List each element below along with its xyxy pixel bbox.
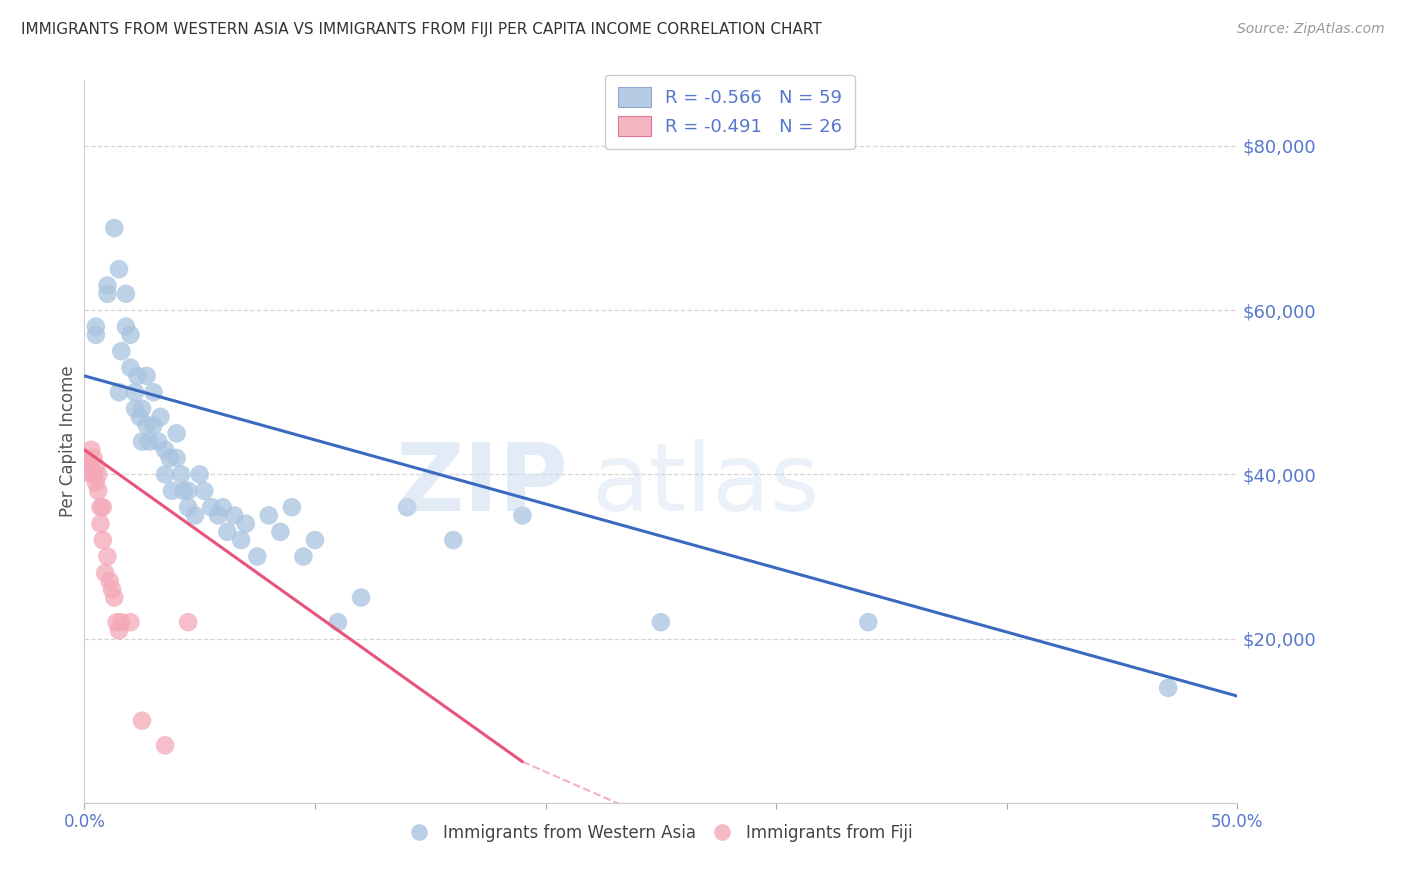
Point (96, 286, 118, 301)
Point (91, 500, 114, 515)
Point (108, 262, 131, 277)
Point (159, 450, 181, 465)
Point (177, 500, 200, 515)
Point (269, 524, 291, 539)
Point (350, 591, 373, 605)
Point (91, 533, 114, 547)
Text: ZIP: ZIP (395, 439, 568, 531)
Point (207, 508, 229, 523)
Point (110, 344, 132, 359)
Point (105, 615, 128, 630)
Point (142, 418, 165, 433)
Point (120, 327, 142, 342)
Point (115, 319, 138, 334)
Point (80, 442, 103, 457)
Point (89, 516, 111, 531)
Point (166, 450, 188, 465)
Point (281, 500, 304, 515)
Point (858, 615, 880, 630)
Point (396, 500, 419, 515)
Point (160, 483, 183, 498)
Point (153, 442, 176, 457)
Point (80, 467, 103, 482)
Point (131, 434, 153, 449)
Point (326, 615, 349, 630)
Point (98, 574, 121, 588)
Point (231, 533, 253, 547)
Point (235, 516, 257, 531)
Point (103, 591, 125, 605)
Point (84, 319, 107, 334)
Point (120, 615, 142, 630)
Y-axis label: Per Capita Income: Per Capita Income (59, 366, 77, 517)
Point (153, 739, 176, 753)
Point (441, 533, 464, 547)
Point (96, 278, 118, 293)
Point (124, 401, 146, 416)
Point (120, 360, 142, 375)
Point (188, 467, 211, 482)
Point (1157, 681, 1180, 695)
Point (128, 409, 150, 424)
Point (650, 615, 672, 630)
Point (101, 582, 124, 597)
Point (115, 286, 138, 301)
Point (512, 508, 534, 523)
Point (103, 221, 125, 235)
Point (76, 450, 98, 465)
Point (304, 533, 326, 547)
Text: atlas: atlas (592, 439, 820, 531)
Point (131, 401, 153, 416)
Point (83, 450, 105, 465)
Point (149, 409, 172, 424)
Point (166, 426, 188, 441)
Point (146, 434, 169, 449)
Point (135, 418, 157, 433)
Point (84, 327, 107, 342)
Point (177, 483, 200, 498)
Point (138, 434, 160, 449)
Point (246, 549, 269, 564)
Point (193, 483, 215, 498)
Point (96, 549, 118, 564)
Point (77, 459, 100, 474)
Point (177, 615, 200, 630)
Point (131, 714, 153, 728)
Point (153, 467, 176, 482)
Point (127, 368, 149, 383)
Point (124, 385, 146, 400)
Point (87, 483, 110, 498)
Point (200, 500, 222, 515)
Legend: Immigrants from Western Asia, Immigrants from Fiji: Immigrants from Western Asia, Immigrants… (402, 817, 920, 848)
Point (211, 500, 233, 515)
Point (108, 385, 131, 400)
Point (110, 615, 132, 630)
Text: IMMIGRANTS FROM WESTERN ASIA VS IMMIGRANTS FROM FIJI PER CAPITA INCOME CORRELATI: IMMIGRANTS FROM WESTERN ASIA VS IMMIGRAN… (21, 22, 823, 37)
Point (142, 385, 165, 400)
Point (170, 467, 193, 482)
Point (89, 500, 111, 515)
Point (217, 524, 239, 539)
Point (108, 624, 131, 638)
Point (83, 467, 105, 482)
Point (84, 459, 107, 474)
Text: Source: ZipAtlas.com: Source: ZipAtlas.com (1237, 22, 1385, 37)
Point (135, 368, 157, 383)
Point (257, 508, 280, 523)
Point (292, 549, 315, 564)
Point (184, 508, 207, 523)
Point (94, 566, 117, 580)
Point (173, 483, 195, 498)
Point (84, 475, 107, 490)
Point (224, 508, 246, 523)
Point (87, 467, 110, 482)
